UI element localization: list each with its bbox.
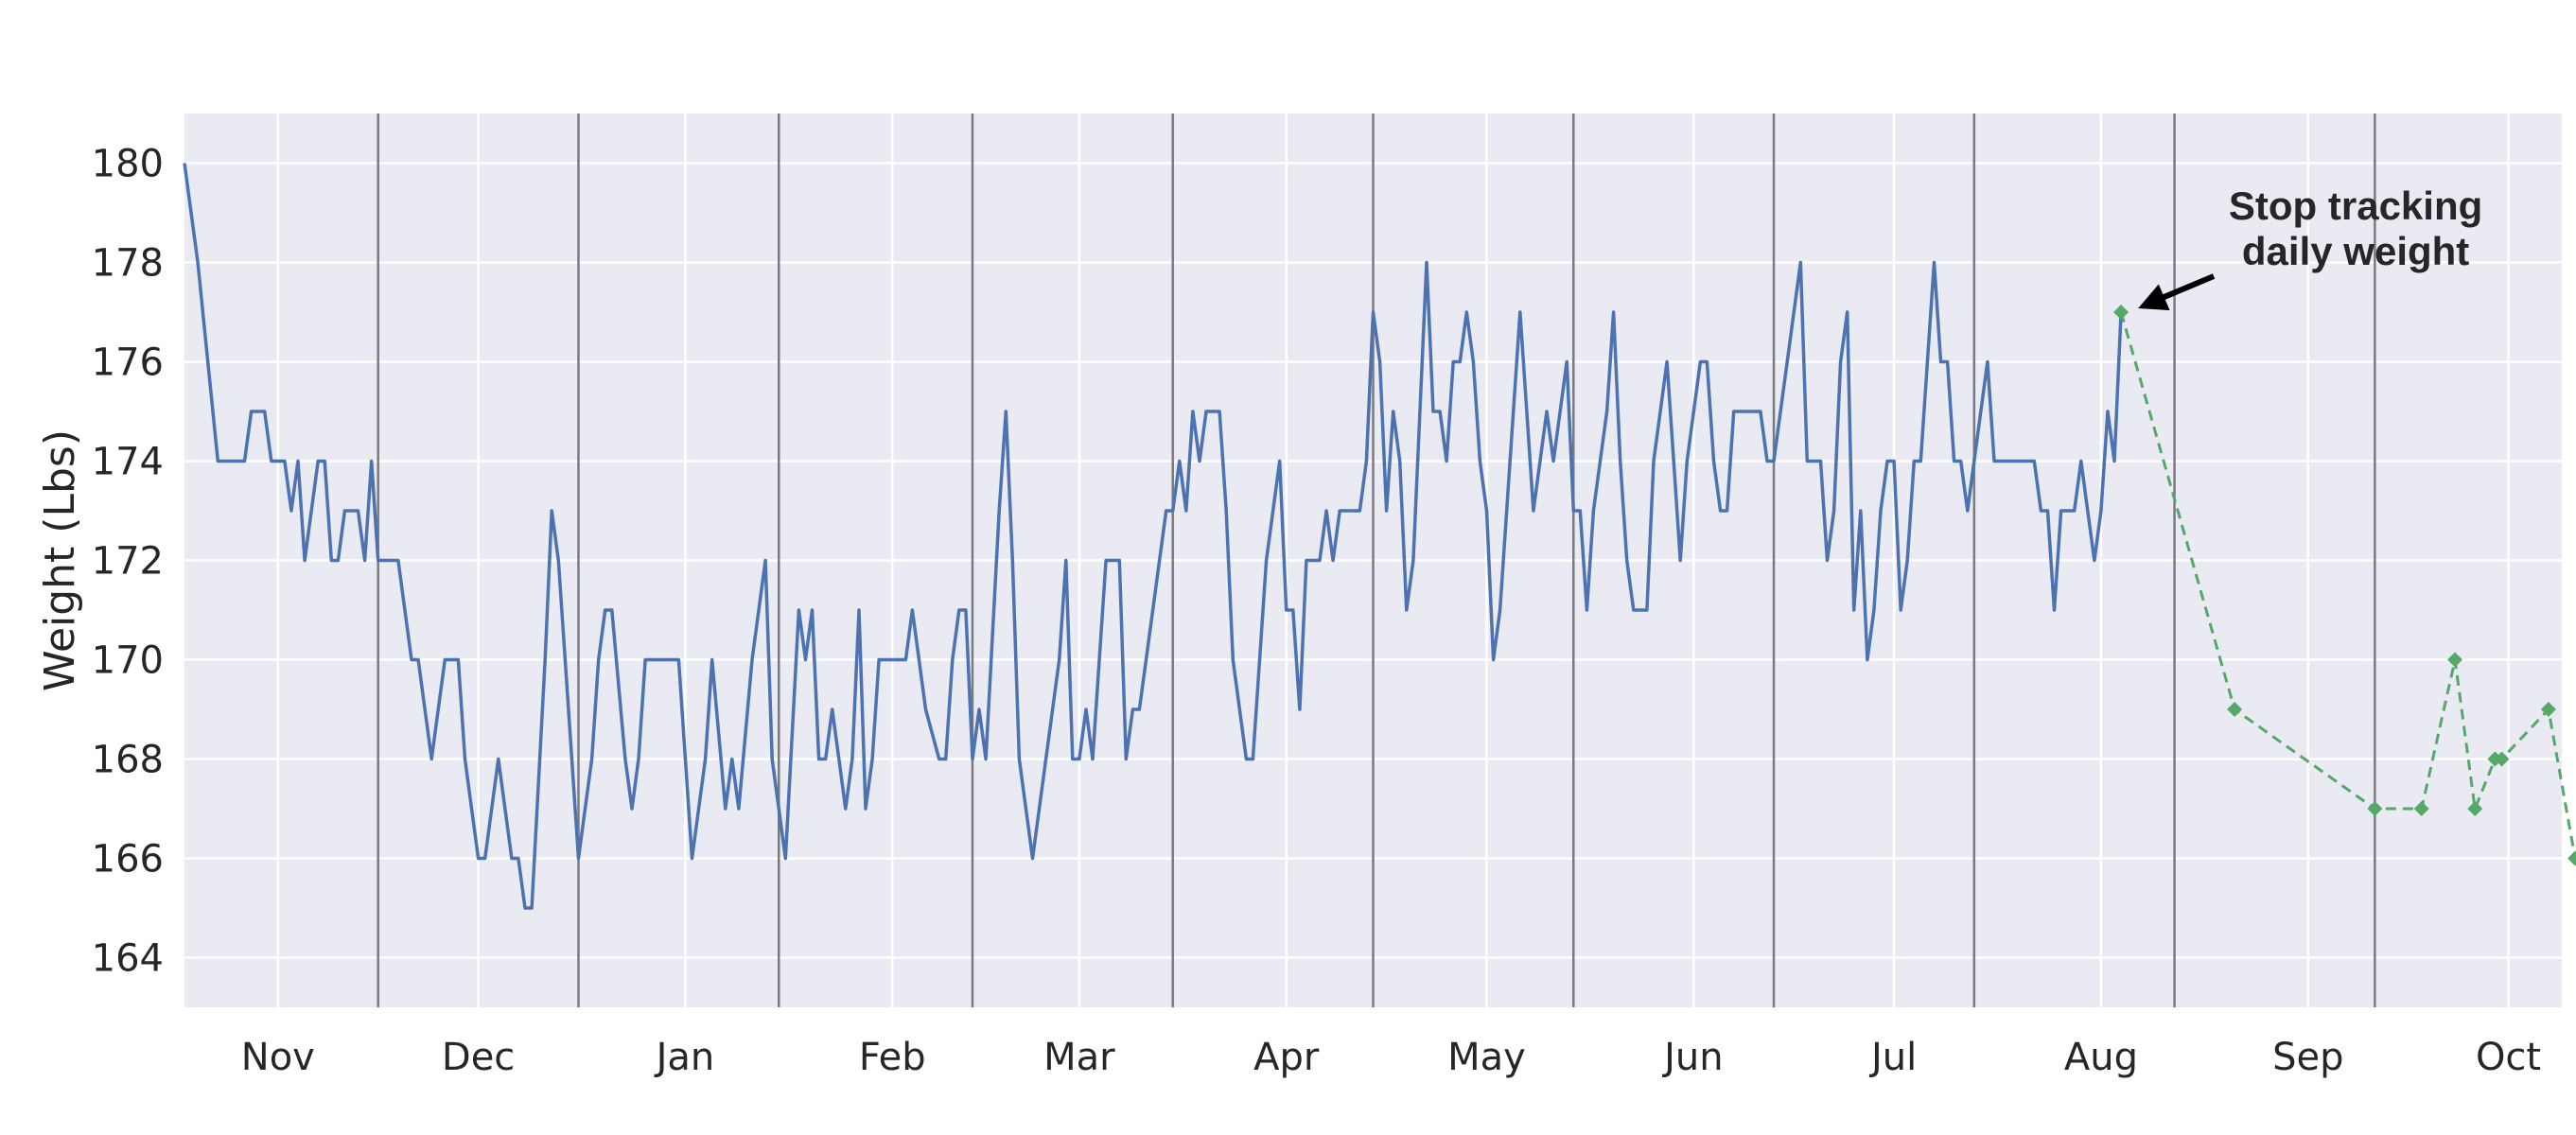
y-tick-labels: 164 166 168 170 172 174 176 178 180 bbox=[92, 143, 164, 981]
y-tick-label: 176 bbox=[92, 341, 164, 385]
x-tick-label: Nov bbox=[241, 1036, 315, 1079]
data-point-marker bbox=[2467, 801, 2483, 816]
x-tick-label: Feb bbox=[859, 1036, 926, 1079]
x-tick-label: Oct bbox=[2476, 1036, 2541, 1079]
data-point-marker bbox=[2367, 801, 2383, 816]
x-tick-labels: Nov Dec Jan Feb Mar Apr May Jun Jul Aug Sep Oct bbox=[241, 1036, 2541, 1079]
y-tick-label: 170 bbox=[92, 639, 164, 683]
data-point-marker bbox=[2494, 751, 2510, 767]
y-tick-label: 172 bbox=[92, 540, 164, 584]
data-point-marker bbox=[2567, 850, 2576, 866]
data-point-marker bbox=[2540, 702, 2556, 717]
annotation-arrow-shaft bbox=[2153, 273, 2216, 304]
x-tick-label: Aug bbox=[2064, 1036, 2138, 1079]
annotation-arrow-head bbox=[2138, 284, 2170, 311]
data-point-marker bbox=[2447, 652, 2463, 668]
x-tick-label: Jan bbox=[654, 1036, 715, 1079]
series-line-1 bbox=[183, 163, 2123, 910]
y-tick-label: 178 bbox=[92, 242, 164, 286]
y-tick-label: 180 bbox=[92, 143, 164, 186]
y-tick-label: 168 bbox=[92, 739, 164, 782]
data-point-marker bbox=[2113, 305, 2129, 320]
series-line-2 bbox=[2119, 311, 2576, 859]
x-tick-label: Dec bbox=[442, 1036, 515, 1079]
y-axis-title: Weight (Lbs) bbox=[36, 429, 84, 691]
data-point-marker bbox=[2413, 801, 2429, 816]
y-tick-label: 174 bbox=[92, 441, 164, 484]
series-group bbox=[183, 163, 2576, 910]
x-tick-label: Sep bbox=[2272, 1036, 2343, 1079]
annotation: Stop tracking daily weight bbox=[2138, 183, 2482, 311]
x-tick-label: May bbox=[1447, 1036, 1526, 1079]
x-tick-label: Mar bbox=[1043, 1036, 1115, 1079]
data-point-marker bbox=[2227, 702, 2243, 717]
x-tick-label: Jun bbox=[1661, 1036, 1724, 1079]
x-tick-label: Apr bbox=[1253, 1036, 1320, 1079]
annotation-line-1: Stop tracking bbox=[2229, 183, 2482, 228]
annotation-line-2: daily weight bbox=[2242, 229, 2469, 273]
y-tick-label: 166 bbox=[92, 838, 164, 882]
x-tick-label: Jul bbox=[1868, 1036, 1917, 1079]
y-tick-label: 164 bbox=[92, 937, 164, 981]
